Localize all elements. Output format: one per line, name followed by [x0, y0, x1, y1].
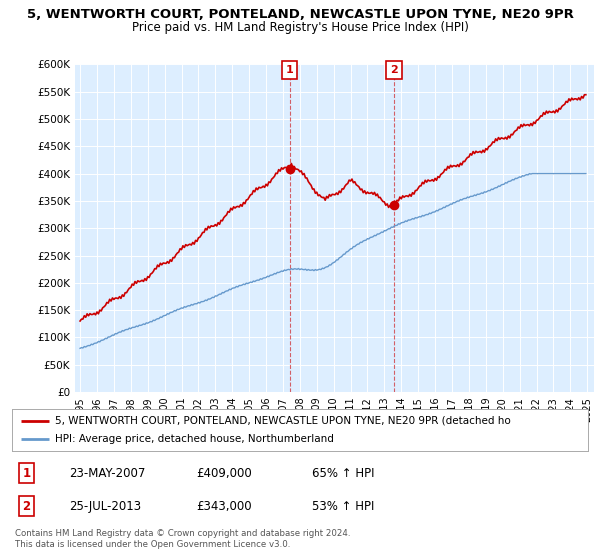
Text: £343,000: £343,000: [196, 500, 252, 512]
Text: 5, WENTWORTH COURT, PONTELAND, NEWCASTLE UPON TYNE, NE20 9PR: 5, WENTWORTH COURT, PONTELAND, NEWCASTLE…: [26, 8, 574, 21]
Text: 25-JUL-2013: 25-JUL-2013: [70, 500, 142, 512]
Text: 2: 2: [390, 65, 398, 75]
Text: 53% ↑ HPI: 53% ↑ HPI: [311, 500, 374, 512]
Text: 5, WENTWORTH COURT, PONTELAND, NEWCASTLE UPON TYNE, NE20 9PR (detached ho: 5, WENTWORTH COURT, PONTELAND, NEWCASTLE…: [55, 416, 511, 426]
Text: HPI: Average price, detached house, Northumberland: HPI: Average price, detached house, Nort…: [55, 434, 334, 444]
Text: 23-MAY-2007: 23-MAY-2007: [70, 466, 146, 480]
Text: 1: 1: [286, 65, 293, 75]
Text: 1: 1: [22, 466, 31, 480]
Text: Price paid vs. HM Land Registry's House Price Index (HPI): Price paid vs. HM Land Registry's House …: [131, 21, 469, 34]
Text: £409,000: £409,000: [196, 466, 252, 480]
Text: 65% ↑ HPI: 65% ↑ HPI: [311, 466, 374, 480]
Text: 2: 2: [22, 500, 31, 512]
Text: Contains HM Land Registry data © Crown copyright and database right 2024.
This d: Contains HM Land Registry data © Crown c…: [15, 529, 350, 549]
